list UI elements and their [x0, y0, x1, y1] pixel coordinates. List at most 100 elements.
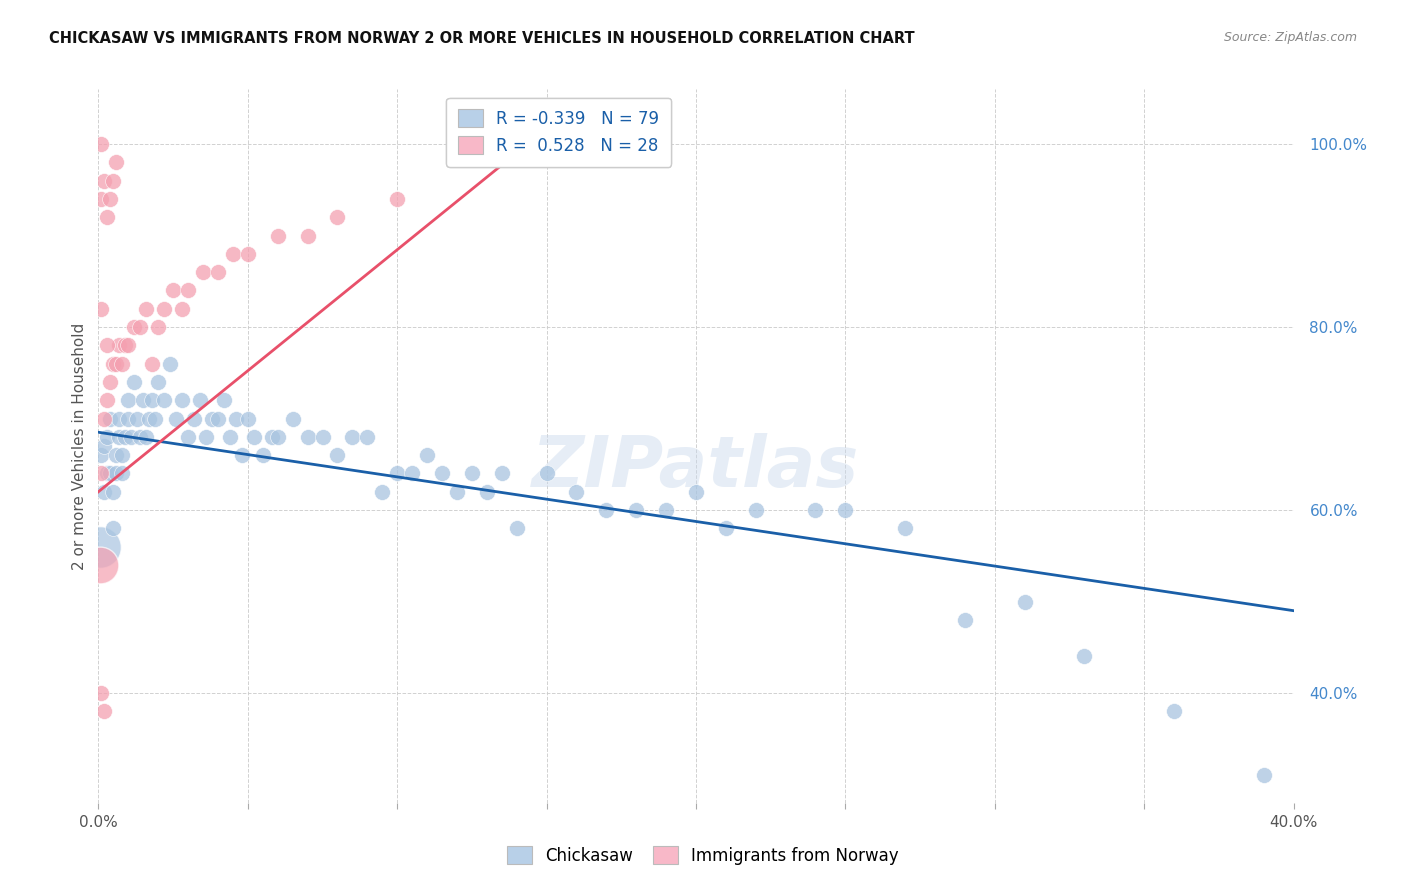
Point	[148, 320, 170, 334]
Point	[93, 174, 115, 188]
Point	[804, 503, 827, 517]
Point	[177, 430, 200, 444]
Point	[103, 484, 125, 499]
Point	[225, 411, 247, 425]
Point	[172, 301, 194, 316]
Point	[117, 338, 139, 352]
Point	[953, 613, 976, 627]
Point	[416, 448, 439, 462]
Point	[1014, 594, 1036, 608]
Point	[172, 393, 194, 408]
Point	[714, 521, 737, 535]
Point	[165, 411, 187, 425]
Point	[491, 467, 513, 481]
Point	[595, 503, 617, 517]
Point	[103, 521, 125, 535]
Point	[124, 320, 146, 334]
Point	[90, 137, 112, 152]
Point	[96, 393, 118, 408]
Point	[252, 448, 274, 462]
Point	[565, 484, 588, 499]
Point	[105, 467, 128, 481]
Point	[536, 467, 558, 481]
Point	[96, 430, 118, 444]
Point	[1163, 704, 1185, 718]
Point	[260, 430, 283, 444]
Point	[191, 265, 214, 279]
Point	[111, 467, 134, 481]
Text: Source: ZipAtlas.com: Source: ZipAtlas.com	[1223, 31, 1357, 45]
Point	[342, 430, 364, 444]
Point	[105, 155, 128, 169]
Point	[96, 338, 118, 352]
Point	[326, 448, 349, 462]
Point	[371, 484, 394, 499]
Point	[90, 686, 112, 700]
Point	[231, 448, 253, 462]
Point	[745, 503, 768, 517]
Point	[89, 558, 111, 572]
Legend: Chickasaw, Immigrants from Norway: Chickasaw, Immigrants from Norway	[496, 836, 910, 875]
Point	[108, 411, 131, 425]
Point	[111, 357, 134, 371]
Point	[90, 192, 112, 206]
Point	[188, 393, 211, 408]
Point	[124, 375, 146, 389]
Point	[89, 540, 111, 554]
Point	[475, 484, 498, 499]
Point	[1253, 768, 1275, 782]
Point	[98, 411, 122, 425]
Point	[212, 393, 235, 408]
Point	[297, 430, 319, 444]
Point	[129, 430, 152, 444]
Point	[108, 430, 131, 444]
Point	[141, 357, 163, 371]
Y-axis label: 2 or more Vehicles in Household: 2 or more Vehicles in Household	[72, 322, 87, 570]
Point	[281, 411, 304, 425]
Point	[141, 393, 163, 408]
Point	[385, 192, 409, 206]
Point	[111, 448, 134, 462]
Point	[894, 521, 917, 535]
Point	[153, 393, 176, 408]
Point	[207, 265, 229, 279]
Point	[162, 284, 184, 298]
Point	[93, 484, 115, 499]
Point	[103, 357, 125, 371]
Point	[311, 430, 333, 444]
Point	[127, 411, 149, 425]
Point	[103, 174, 125, 188]
Point	[98, 192, 122, 206]
Point	[236, 247, 259, 261]
Point	[236, 411, 259, 425]
Point	[98, 467, 122, 481]
Point	[183, 411, 205, 425]
Point	[461, 467, 484, 481]
Point	[90, 301, 112, 316]
Point	[297, 228, 319, 243]
Point	[114, 430, 136, 444]
Point	[117, 411, 139, 425]
Text: ZIPatlas: ZIPatlas	[533, 433, 859, 502]
Point	[135, 430, 157, 444]
Point	[90, 467, 112, 481]
Point	[385, 467, 409, 481]
Point	[267, 430, 290, 444]
Point	[834, 503, 856, 517]
Point	[356, 430, 378, 444]
Legend: R = -0.339   N = 79, R =  0.528   N = 28: R = -0.339 N = 79, R = 0.528 N = 28	[446, 97, 671, 167]
Point	[207, 411, 229, 425]
Point	[267, 228, 290, 243]
Point	[132, 393, 155, 408]
Point	[105, 357, 128, 371]
Point	[90, 448, 112, 462]
Point	[177, 284, 200, 298]
Point	[430, 467, 453, 481]
Point	[138, 411, 160, 425]
Point	[685, 484, 707, 499]
Point	[120, 430, 142, 444]
Point	[114, 338, 136, 352]
Point	[93, 411, 115, 425]
Point	[143, 411, 166, 425]
Point	[96, 467, 118, 481]
